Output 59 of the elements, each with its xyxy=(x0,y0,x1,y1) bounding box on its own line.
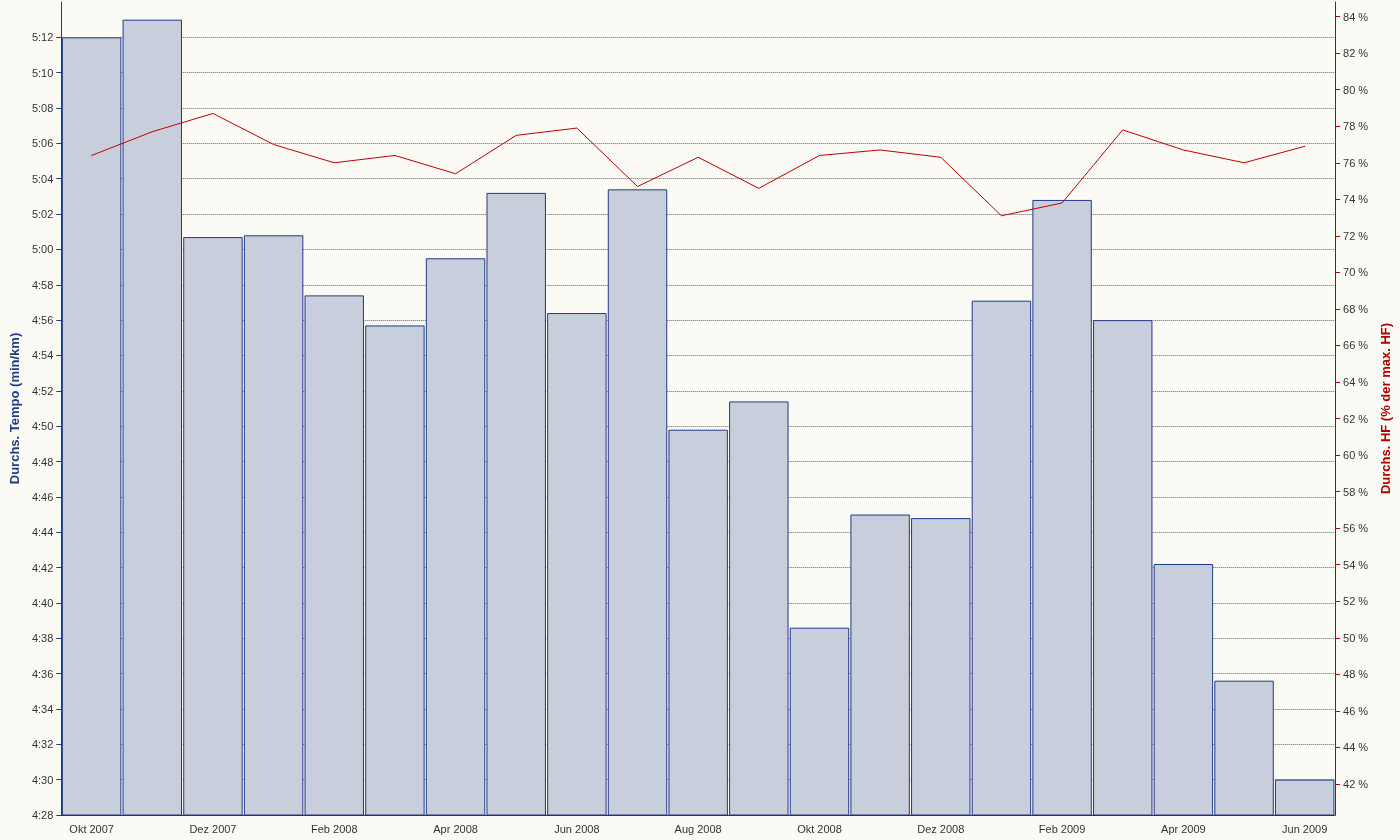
y2-tick-label: 80 % xyxy=(1343,83,1369,96)
y-axis-title: Durchs. Tempo (min/km) xyxy=(7,332,22,485)
y-tick-label: 4:32 xyxy=(31,738,54,751)
y-tick-label: 4:40 xyxy=(31,596,54,609)
y2-tick-label: 84 % xyxy=(1343,10,1369,23)
y2-tick-label: 44 % xyxy=(1343,741,1369,754)
y2-tick-label: 46 % xyxy=(1343,704,1369,717)
y2-tick-label: 54 % xyxy=(1343,558,1369,571)
x-tick-label: Feb 2009 xyxy=(1038,822,1086,835)
y-tick-label: 4:36 xyxy=(31,667,54,680)
y2-tick-label: 74 % xyxy=(1343,193,1369,206)
y2-tick-label: 66 % xyxy=(1343,339,1369,352)
x-tick-label: Okt 2008 xyxy=(797,822,842,835)
y2-tick-label: 78 % xyxy=(1343,120,1369,133)
x-tick-label: Apr 2009 xyxy=(1161,822,1206,835)
y-tick-label: 5:10 xyxy=(31,66,54,79)
y-tick-label: 4:52 xyxy=(31,384,54,397)
y2-tick-label: 72 % xyxy=(1343,229,1369,242)
y-tick-label: 4:34 xyxy=(31,702,54,715)
y-tick-label: 5:02 xyxy=(31,208,54,221)
y2-tick-label: 52 % xyxy=(1343,595,1369,608)
x-tick-label: Okt 2007 xyxy=(69,822,114,835)
y-tick-label: 4:54 xyxy=(31,349,54,362)
y-tick-label: 5:12 xyxy=(31,31,54,44)
y2-tick-label: 76 % xyxy=(1343,156,1369,169)
y-tick-label: 4:46 xyxy=(31,490,54,503)
x-tick-label: Jun 2009 xyxy=(1282,822,1328,835)
y2-tick-label: 68 % xyxy=(1343,302,1369,315)
y2-axis-title: Durchs. HF (% der max. HF) xyxy=(1378,322,1393,495)
x-tick-label: Jun 2008 xyxy=(554,822,600,835)
y2-tick-label: 82 % xyxy=(1343,47,1369,60)
line-series xyxy=(91,112,1306,217)
y-tick-label: 4:50 xyxy=(31,420,54,433)
y-tick-label: 4:28 xyxy=(31,809,54,821)
y2-tick-label: 48 % xyxy=(1343,668,1369,681)
x-tick-label: Apr 2008 xyxy=(433,822,478,835)
y-tick-label: 4:56 xyxy=(31,314,54,327)
y2-tick-label: 62 % xyxy=(1343,412,1369,425)
x-tick-label: Feb 2008 xyxy=(311,822,358,835)
y2-tick-label: 50 % xyxy=(1343,631,1369,644)
y-tick-label: 4:48 xyxy=(31,455,54,468)
y2-tick-label: 64 % xyxy=(1343,376,1369,389)
y-tick-label: 4:42 xyxy=(31,561,54,574)
y-tick-label: 5:06 xyxy=(31,137,54,150)
y2-tick-label: 58 % xyxy=(1343,485,1369,498)
y-tick-label: 4:30 xyxy=(31,773,54,786)
y-tick-label: 5:00 xyxy=(31,243,54,256)
y2-tick-label: 56 % xyxy=(1343,522,1369,535)
x-tick-label: Aug 2008 xyxy=(674,822,722,835)
y-tick-label: 4:38 xyxy=(31,632,54,645)
x-tick-label: Dez 2007 xyxy=(189,822,237,835)
y-tick-label: 4:58 xyxy=(31,278,54,291)
y2-tick-label: 70 % xyxy=(1343,266,1369,279)
y-tick-label: 5:08 xyxy=(31,102,54,115)
y2-tick-label: 42 % xyxy=(1343,777,1369,790)
y2-tick-label: 60 % xyxy=(1343,449,1369,462)
x-tick-label: Dez 2008 xyxy=(917,822,965,835)
y-tick-label: 5:04 xyxy=(31,172,54,185)
y-tick-label: 4:44 xyxy=(31,526,54,539)
